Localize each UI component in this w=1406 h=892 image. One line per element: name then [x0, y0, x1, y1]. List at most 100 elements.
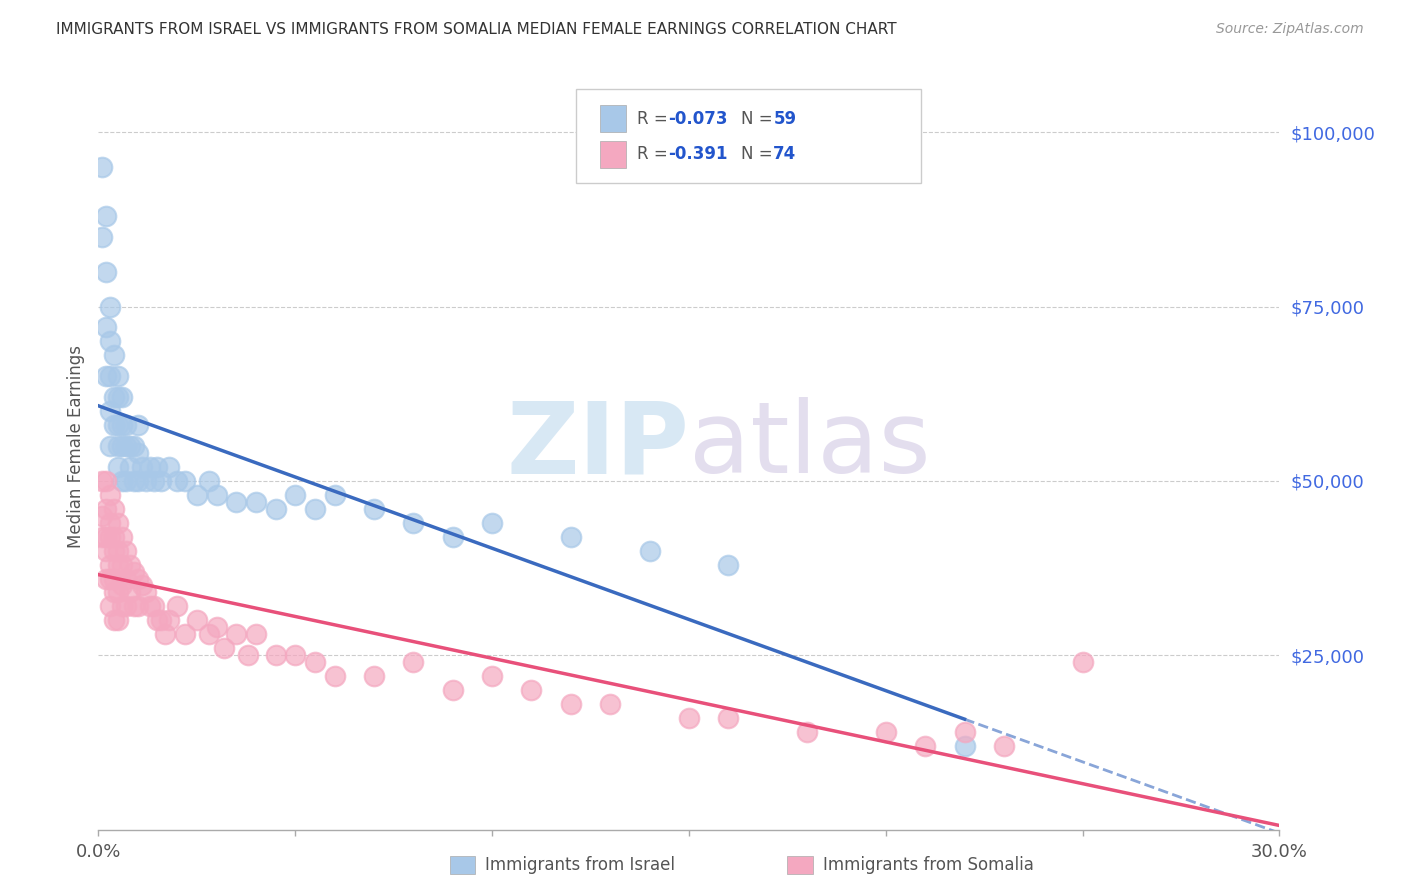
Point — [96, 209, 118, 223]
Point — [166, 474, 188, 488]
Point — [284, 648, 307, 663]
Point — [127, 599, 149, 614]
Point — [127, 572, 149, 586]
Point — [174, 627, 197, 641]
Point — [481, 516, 503, 530]
Point — [323, 669, 346, 683]
Point — [142, 474, 165, 488]
Point — [103, 418, 125, 433]
Text: -0.391: -0.391 — [668, 145, 727, 163]
Point — [205, 620, 228, 634]
Point — [111, 578, 134, 592]
Point — [560, 530, 582, 544]
Point — [115, 599, 138, 614]
Point — [304, 655, 326, 669]
Point — [98, 439, 121, 453]
Point — [131, 459, 153, 474]
Point — [127, 474, 149, 488]
Text: R =: R = — [637, 145, 673, 163]
Point — [245, 495, 267, 509]
Point — [96, 265, 118, 279]
Point — [98, 369, 121, 384]
Point — [96, 530, 118, 544]
Point — [122, 565, 145, 579]
Point — [96, 320, 118, 334]
Point — [98, 516, 121, 530]
Point — [150, 474, 173, 488]
Point — [599, 697, 621, 711]
Point — [186, 613, 208, 627]
Point — [796, 725, 818, 739]
Point — [520, 683, 543, 698]
Point — [111, 418, 134, 433]
Point — [1071, 655, 1094, 669]
Point — [115, 474, 138, 488]
Point — [118, 439, 141, 453]
Point — [127, 446, 149, 460]
Text: 59: 59 — [773, 110, 796, 128]
Point — [91, 530, 114, 544]
Point — [155, 627, 177, 641]
Point — [166, 599, 188, 614]
Point — [146, 613, 169, 627]
Text: Immigrants from Israel: Immigrants from Israel — [485, 856, 675, 874]
Point — [214, 641, 236, 656]
Point — [96, 572, 118, 586]
Point — [122, 599, 145, 614]
Point — [441, 683, 464, 698]
Point — [98, 572, 121, 586]
Point — [717, 711, 740, 725]
Text: 74: 74 — [773, 145, 797, 163]
Point — [96, 501, 118, 516]
Point — [103, 501, 125, 516]
Point — [107, 439, 129, 453]
Point — [107, 369, 129, 384]
Point — [245, 627, 267, 641]
Point — [107, 418, 129, 433]
Point — [138, 599, 160, 614]
Point — [118, 459, 141, 474]
Point — [96, 474, 118, 488]
Point — [560, 697, 582, 711]
Point — [157, 459, 180, 474]
Point — [91, 474, 114, 488]
Point — [363, 669, 385, 683]
Text: R =: R = — [637, 110, 673, 128]
Point — [186, 488, 208, 502]
Point — [111, 599, 134, 614]
Point — [107, 543, 129, 558]
Point — [197, 474, 219, 488]
Point — [142, 599, 165, 614]
Point — [135, 474, 157, 488]
Point — [953, 739, 976, 753]
Point — [107, 585, 129, 599]
Text: Source: ZipAtlas.com: Source: ZipAtlas.com — [1216, 22, 1364, 37]
Point — [264, 501, 287, 516]
Point — [225, 627, 247, 641]
Point — [107, 558, 129, 572]
Point — [98, 558, 121, 572]
Point — [402, 516, 425, 530]
Point — [98, 300, 121, 314]
Text: IMMIGRANTS FROM ISRAEL VS IMMIGRANTS FROM SOMALIA MEDIAN FEMALE EARNINGS CORRELA: IMMIGRANTS FROM ISRAEL VS IMMIGRANTS FRO… — [56, 22, 897, 37]
Text: atlas: atlas — [689, 398, 931, 494]
Point — [323, 488, 346, 502]
Point — [953, 725, 976, 739]
Point — [91, 229, 114, 244]
Point — [96, 543, 118, 558]
Point — [115, 418, 138, 433]
Point — [284, 488, 307, 502]
Point — [914, 739, 936, 753]
Y-axis label: Median Female Earnings: Median Female Earnings — [66, 344, 84, 548]
Point — [107, 390, 129, 404]
Point — [197, 627, 219, 641]
Point — [638, 543, 661, 558]
Point — [875, 725, 897, 739]
Point — [111, 474, 134, 488]
Point — [115, 439, 138, 453]
Point — [115, 543, 138, 558]
Point — [481, 669, 503, 683]
Point — [138, 459, 160, 474]
Point — [107, 516, 129, 530]
Text: Immigrants from Somalia: Immigrants from Somalia — [823, 856, 1033, 874]
